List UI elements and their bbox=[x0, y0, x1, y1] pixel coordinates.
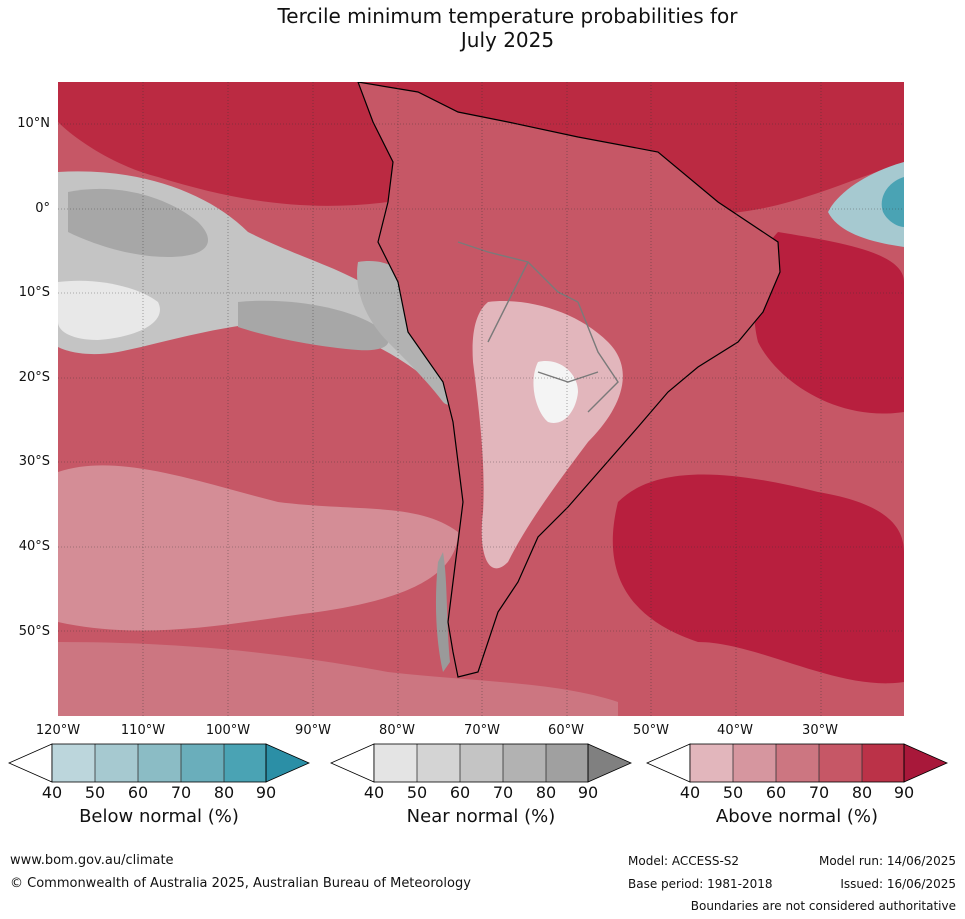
cbar-above-tick: 60 bbox=[765, 783, 787, 802]
footer-model-run: Model run: 14/06/2025 bbox=[818, 854, 956, 868]
lon-label-100w: 100°W bbox=[205, 723, 251, 738]
lat-label-50s: 50°S bbox=[18, 624, 50, 639]
region-below-normal bbox=[828, 162, 904, 247]
lat-label-10n: 10°N bbox=[17, 116, 50, 131]
cbar-near-seg-3 bbox=[460, 744, 503, 782]
lon-label-120w: 120°W bbox=[35, 723, 81, 738]
footer-website: www.bom.gov.au/climate bbox=[10, 853, 174, 868]
cbar-above-tick: 40 bbox=[679, 783, 701, 802]
cbar-below-seg-3 bbox=[138, 744, 181, 782]
cbar-above-tick: 50 bbox=[722, 783, 744, 802]
region-below-normal-dark bbox=[881, 177, 904, 227]
cbar-above-seg-2 bbox=[733, 744, 776, 782]
graticule bbox=[58, 82, 904, 716]
footer-base-period: Base period: 1981-2018 bbox=[628, 877, 773, 891]
cbar-near-tick: 80 bbox=[535, 783, 557, 802]
lon-label-80w: 80°W bbox=[379, 723, 415, 738]
colorbar-near-label: Near normal (%) bbox=[406, 806, 556, 827]
cbar-below-seg-2 bbox=[95, 744, 138, 782]
lat-label-0: 0° bbox=[35, 201, 50, 216]
lon-label-90w: 90°W bbox=[295, 723, 331, 738]
footer-issued: Issued: 16/06/2025 bbox=[840, 877, 956, 891]
colorbar-below-normal bbox=[8, 743, 310, 783]
region-near-normal-dark bbox=[68, 188, 208, 257]
cbar-near-seg-5 bbox=[546, 744, 588, 782]
cbar-below-tick: 40 bbox=[41, 783, 63, 802]
lon-label-110w: 110°W bbox=[120, 723, 166, 738]
probability-map bbox=[58, 82, 904, 716]
lon-label-50w: 50°W bbox=[633, 723, 669, 738]
lat-label-30s: 30°S bbox=[18, 454, 50, 469]
region-south-light-2 bbox=[58, 642, 618, 716]
lon-label-40w: 40°W bbox=[717, 723, 753, 738]
cbar-below-seg-5 bbox=[224, 744, 266, 782]
region-tropical-atlantic bbox=[754, 232, 904, 414]
cbar-below-seg-0 bbox=[8, 743, 53, 783]
cbar-above-tick: 70 bbox=[808, 783, 830, 802]
cbar-above-tick: 80 bbox=[851, 783, 873, 802]
cbar-below-tick: 60 bbox=[127, 783, 149, 802]
cbar-below-tick: 80 bbox=[213, 783, 235, 802]
cbar-near-seg-4 bbox=[503, 744, 546, 782]
lon-label-70w: 70°W bbox=[464, 723, 500, 738]
colorbar-above-normal bbox=[646, 743, 948, 783]
andes-grey bbox=[435, 552, 450, 672]
colorbar-near-normal bbox=[330, 743, 632, 783]
cbar-near-tick: 40 bbox=[363, 783, 385, 802]
cbar-above-seg-1 bbox=[690, 744, 733, 782]
lon-label-60w: 60°W bbox=[548, 723, 584, 738]
map-title: Tercile minimum temperature probabilitie… bbox=[0, 4, 965, 52]
title-line-1: Tercile minimum temperature probabilitie… bbox=[277, 4, 738, 28]
cbar-near-seg-6 bbox=[587, 743, 632, 783]
cbar-near-seg-1 bbox=[374, 744, 417, 782]
cbar-below-tick: 90 bbox=[255, 783, 277, 802]
cbar-below-seg-4 bbox=[181, 744, 224, 782]
cbar-above-seg-0 bbox=[646, 743, 691, 783]
colorbar-above-label: Above normal (%) bbox=[715, 806, 879, 827]
cbar-above-seg-6 bbox=[903, 743, 948, 783]
cbar-near-seg-2 bbox=[417, 744, 460, 782]
cbar-below-seg-1 bbox=[52, 744, 95, 782]
footer-copyright: © Commonwealth of Australia 2025, Austra… bbox=[10, 876, 471, 891]
cbar-below-seg-6 bbox=[265, 743, 310, 783]
cbar-below-tick: 50 bbox=[84, 783, 106, 802]
cbar-near-tick: 90 bbox=[577, 783, 599, 802]
cbar-near-tick: 60 bbox=[449, 783, 471, 802]
lat-label-20s: 20°S bbox=[18, 370, 50, 385]
cbar-near-tick: 50 bbox=[406, 783, 428, 802]
lon-label-30w: 30°W bbox=[802, 723, 838, 738]
lat-label-10s: 10°S bbox=[18, 285, 50, 300]
title-line-2: July 2025 bbox=[460, 28, 555, 52]
region-near-normal-white bbox=[58, 280, 160, 340]
country-borders bbox=[457, 241, 619, 413]
cbar-above-seg-3 bbox=[776, 744, 819, 782]
cbar-above-seg-5 bbox=[862, 744, 904, 782]
cbar-near-tick: 70 bbox=[492, 783, 514, 802]
lat-label-40s: 40°S bbox=[18, 539, 50, 554]
footer-boundaries-note: Boundaries are not considered authoritat… bbox=[690, 899, 956, 913]
footer-model: Model: ACCESS-S2 bbox=[628, 854, 740, 868]
cbar-below-tick: 70 bbox=[170, 783, 192, 802]
cbar-near-seg-0 bbox=[330, 743, 375, 783]
cbar-above-tick: 90 bbox=[893, 783, 915, 802]
colorbar-below-label: Below normal (%) bbox=[79, 806, 239, 827]
region-south-pacific-light bbox=[58, 465, 458, 631]
cbar-above-seg-4 bbox=[819, 744, 862, 782]
interior-light bbox=[472, 301, 623, 569]
